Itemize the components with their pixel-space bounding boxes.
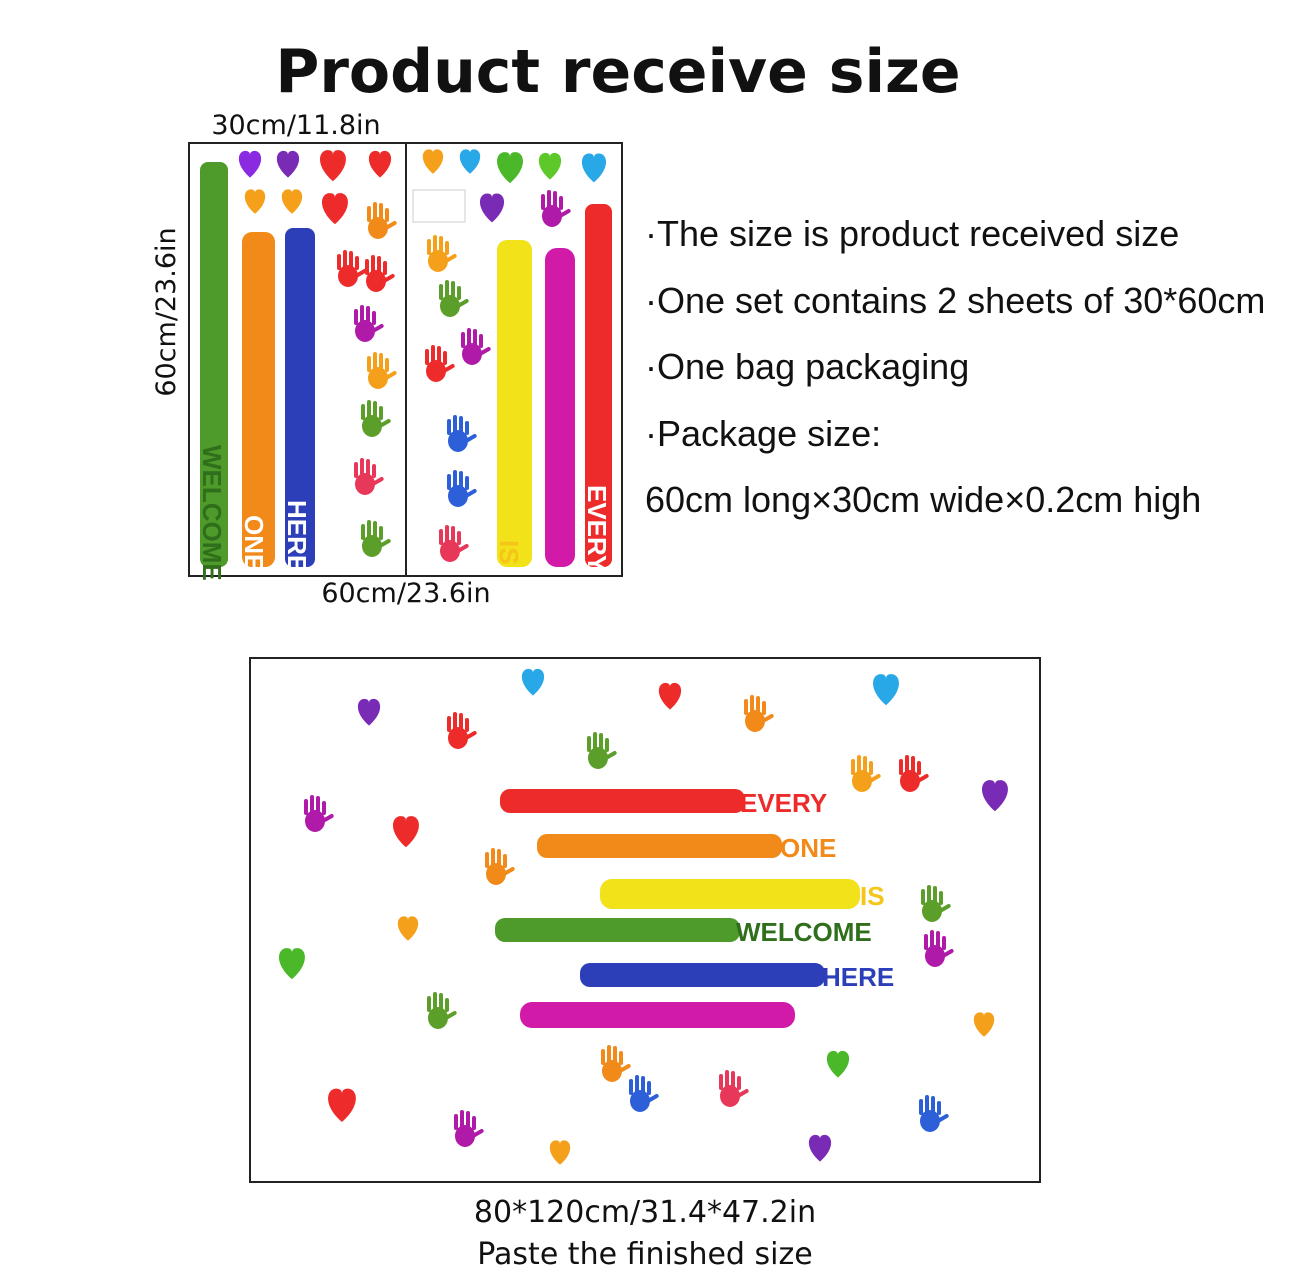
height-label: 60cm/23.6in [151,227,182,396]
spec-line: ·Package size: [645,413,881,454]
stripe-word: HERE [822,962,894,992]
title: Product receive size [275,37,960,107]
finished-size: 80*120cm/31.4*47.2in [474,1195,816,1230]
stripe-word: ONE [239,515,269,571]
sheet-stripes [200,162,612,567]
finished-frame [249,657,1041,1183]
finished-decorations [279,668,1008,1165]
spec-line: ·The size is product received size [645,213,1179,254]
stripe-word: EVERY [740,788,827,818]
stripe-word: HERE [282,500,312,572]
stripe-word: IS [860,881,885,911]
spec-line: 60cm long×30cm wide×0.2cm high [645,479,1201,520]
stripe-word: IS [494,540,524,565]
stripe-word: ONE [780,833,836,863]
stripe-word: WELCOME [197,445,227,581]
stripe-word: EVERY [582,485,612,572]
spec-line: ·One set contains 2 sheets of 30*60cm [645,280,1265,321]
sheet-decorations [238,149,607,562]
finished-caption: Paste the finished size [477,1237,812,1272]
width-label: 30cm/11.8in [211,110,380,141]
spec-line: ·One bag packaging [645,346,969,387]
bottom-label: 60cm/23.6in [321,578,490,609]
finished-stripes [495,789,860,1028]
stripe-word: WELCOME [736,917,872,947]
